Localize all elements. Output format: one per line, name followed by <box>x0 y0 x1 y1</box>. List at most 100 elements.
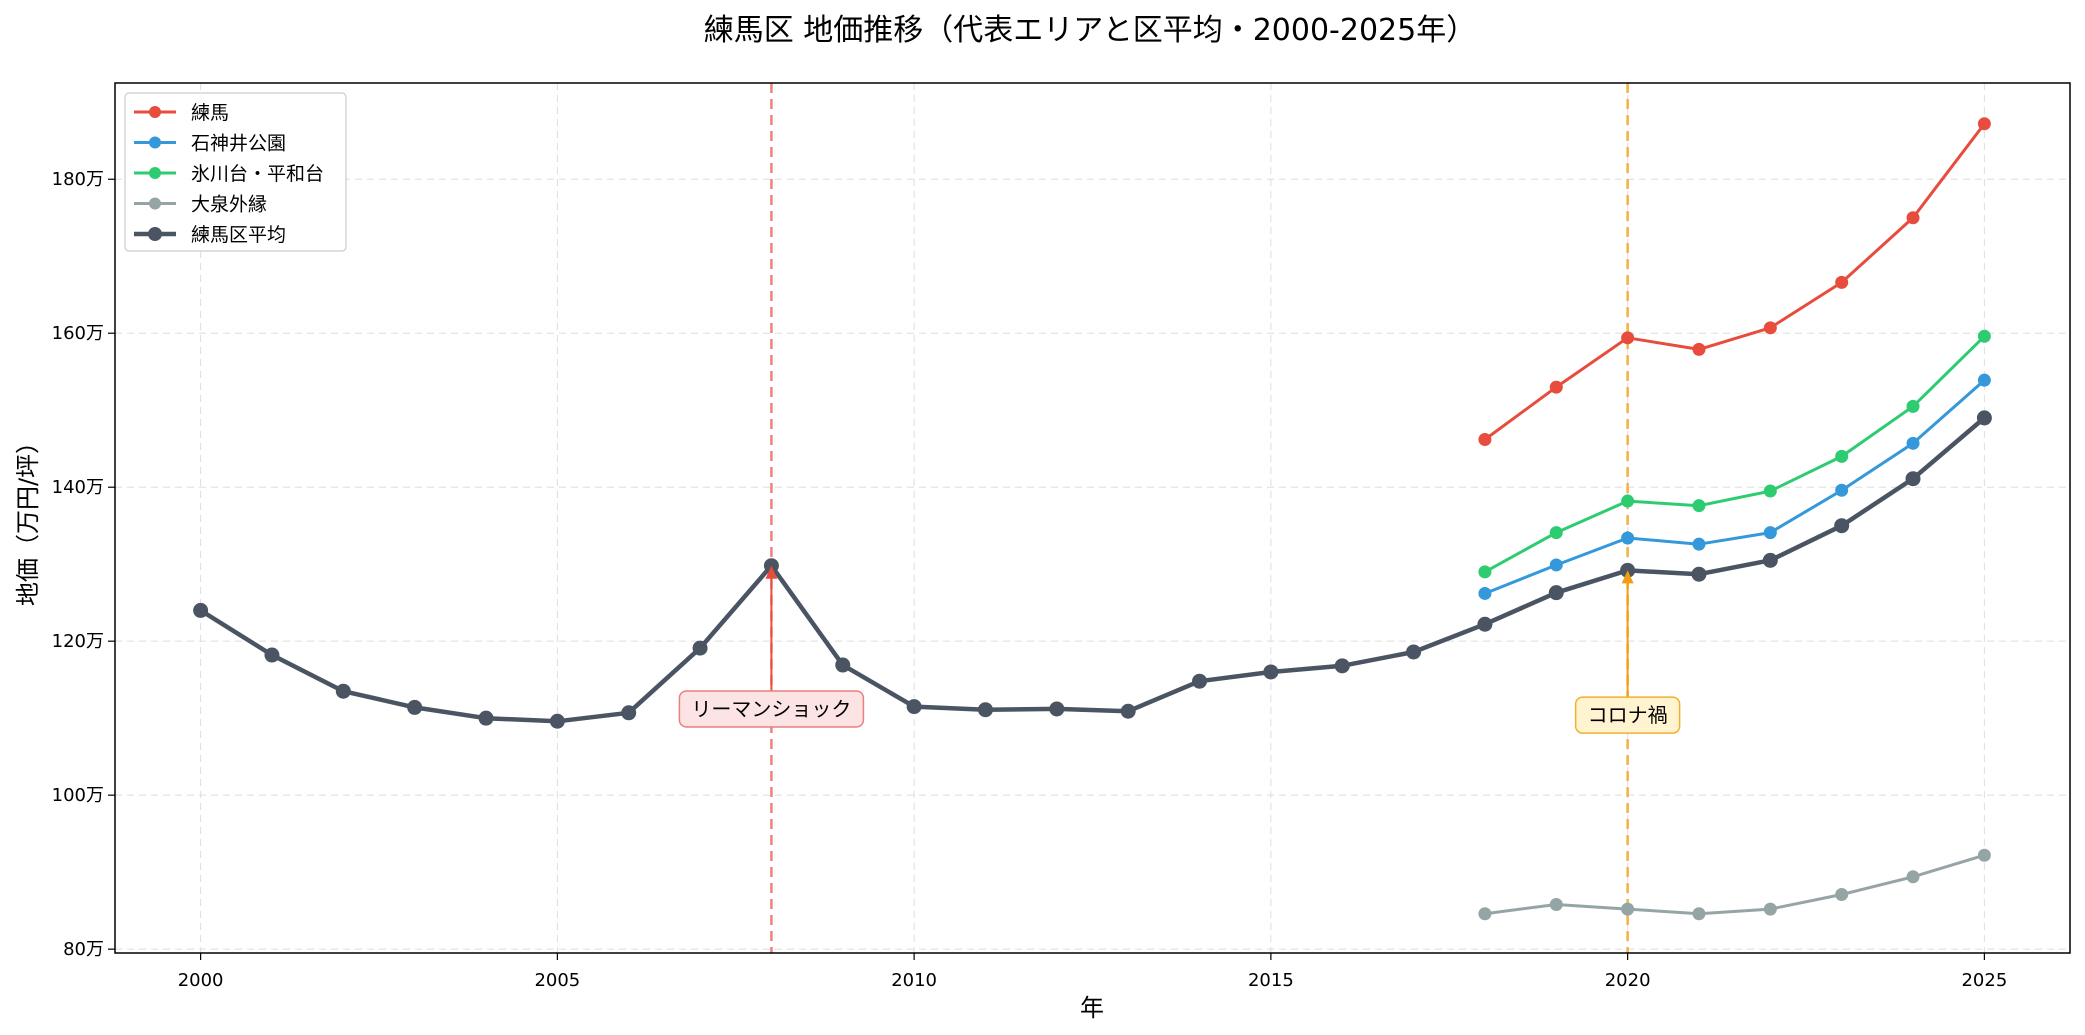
annotation-arrow-head <box>765 565 778 579</box>
data-point <box>1835 449 1849 463</box>
y-axis-title: 地価（万円/坪） <box>14 430 42 606</box>
x-tick-label: 2005 <box>534 970 580 991</box>
data-point <box>407 699 423 715</box>
y-tick-label: 140万 <box>52 477 104 498</box>
data-point <box>1906 436 1920 450</box>
data-point <box>835 657 851 673</box>
data-point <box>335 683 351 699</box>
data-point <box>1406 644 1422 660</box>
y-axis-ticks: 80万 100万 120万 140万 160万 180万 <box>52 169 115 960</box>
annotation-box <box>1574 696 1681 734</box>
data-point <box>1835 275 1849 289</box>
data-point <box>1763 902 1777 916</box>
data-point <box>1549 897 1563 911</box>
plot-frame <box>114 82 2071 954</box>
series-大泉外縁 <box>1478 848 1991 921</box>
data-point <box>1477 616 1493 632</box>
series-練馬 <box>1478 117 1991 446</box>
x-tick-label: 2025 <box>1961 970 2007 991</box>
data-point <box>1905 471 1921 487</box>
data-point <box>977 702 993 718</box>
y-tick-label: 80万 <box>63 939 104 960</box>
event-vlines <box>770 83 1629 953</box>
series-line <box>1483 853 1986 916</box>
data-point <box>1549 558 1563 572</box>
x-axis-title: 年 <box>1080 994 1104 1022</box>
legend-marker <box>149 167 161 179</box>
data-point <box>264 647 280 663</box>
y-tick-label: 100万 <box>52 785 104 806</box>
series-練馬区平均 <box>193 410 1992 729</box>
data-point <box>1621 494 1635 508</box>
data-point <box>1478 432 1492 446</box>
data-point <box>621 705 637 721</box>
data-point <box>1621 531 1635 545</box>
data-point <box>1977 117 1991 131</box>
y-tick-label: 120万 <box>52 631 104 652</box>
data-point <box>1835 483 1849 497</box>
data-point <box>1548 585 1564 601</box>
annotation-label: コロナ禍 <box>1588 703 1668 727</box>
annotation-arrow-head <box>1621 570 1634 584</box>
data-point <box>1049 701 1065 717</box>
data-point <box>478 710 494 726</box>
data-point <box>1976 410 1992 426</box>
x-tick-label: 2020 <box>1605 970 1651 991</box>
data-point <box>549 713 565 729</box>
annotation-box <box>678 690 865 728</box>
data-point <box>1692 907 1706 921</box>
data-point <box>1977 329 1991 343</box>
data-point <box>1192 673 1208 689</box>
data-point <box>1977 373 1991 387</box>
series-line <box>198 415 1987 724</box>
legend-marker <box>149 197 161 210</box>
chart-title: 練馬区 地価推移（代表エリアと区平均・2000-2025年） <box>704 13 1476 48</box>
legend-label: 氷川台・平和台 <box>191 163 324 185</box>
data-point <box>1835 887 1849 901</box>
series-石神井公園 <box>1478 373 1991 600</box>
series-氷川台・平和台 <box>1478 329 1991 579</box>
x-axis-ticks: 2000 2005 2010 2015 2020 2025 <box>178 953 2007 991</box>
x-tick-label: 2010 <box>891 970 937 991</box>
data-point <box>1906 870 1920 884</box>
data-point <box>1549 380 1563 394</box>
data-point <box>1120 703 1136 719</box>
data-point <box>1334 658 1350 674</box>
x-tick-label: 2015 <box>1248 970 1294 991</box>
data-point <box>1478 907 1492 921</box>
data-point <box>1763 321 1777 335</box>
data-point <box>1977 848 1991 862</box>
annotation-label: リーマンショック <box>691 697 851 721</box>
data-point <box>1834 518 1850 534</box>
grid-lines <box>115 83 2070 953</box>
legend-marker <box>149 136 161 149</box>
data-point <box>1906 211 1920 225</box>
legend-label: 練馬区平均 <box>191 224 286 246</box>
legend-box <box>124 92 347 252</box>
x-tick-label: 2000 <box>178 970 224 991</box>
legend-marker <box>149 106 161 118</box>
y-tick-label: 180万 <box>52 169 104 190</box>
data-point <box>692 640 708 656</box>
series-line <box>1483 378 1986 595</box>
legend-label: 石神井公園 <box>191 133 286 155</box>
data-point <box>1549 526 1563 540</box>
data-point <box>193 602 209 618</box>
data-point <box>1478 586 1492 600</box>
data-point <box>1621 331 1635 345</box>
series-lines <box>193 117 1992 921</box>
data-point <box>1478 565 1492 579</box>
series-line <box>1483 122 1986 441</box>
data-point <box>1763 526 1777 540</box>
series-line <box>1483 334 1986 574</box>
legend-label: 練馬 <box>191 102 229 124</box>
data-point <box>1762 552 1778 568</box>
data-point <box>1692 537 1706 551</box>
data-point <box>1263 664 1279 680</box>
data-point <box>1692 342 1706 356</box>
data-point <box>906 699 922 715</box>
data-point <box>1691 566 1707 582</box>
data-point <box>1692 499 1706 513</box>
data-point <box>1906 399 1920 413</box>
